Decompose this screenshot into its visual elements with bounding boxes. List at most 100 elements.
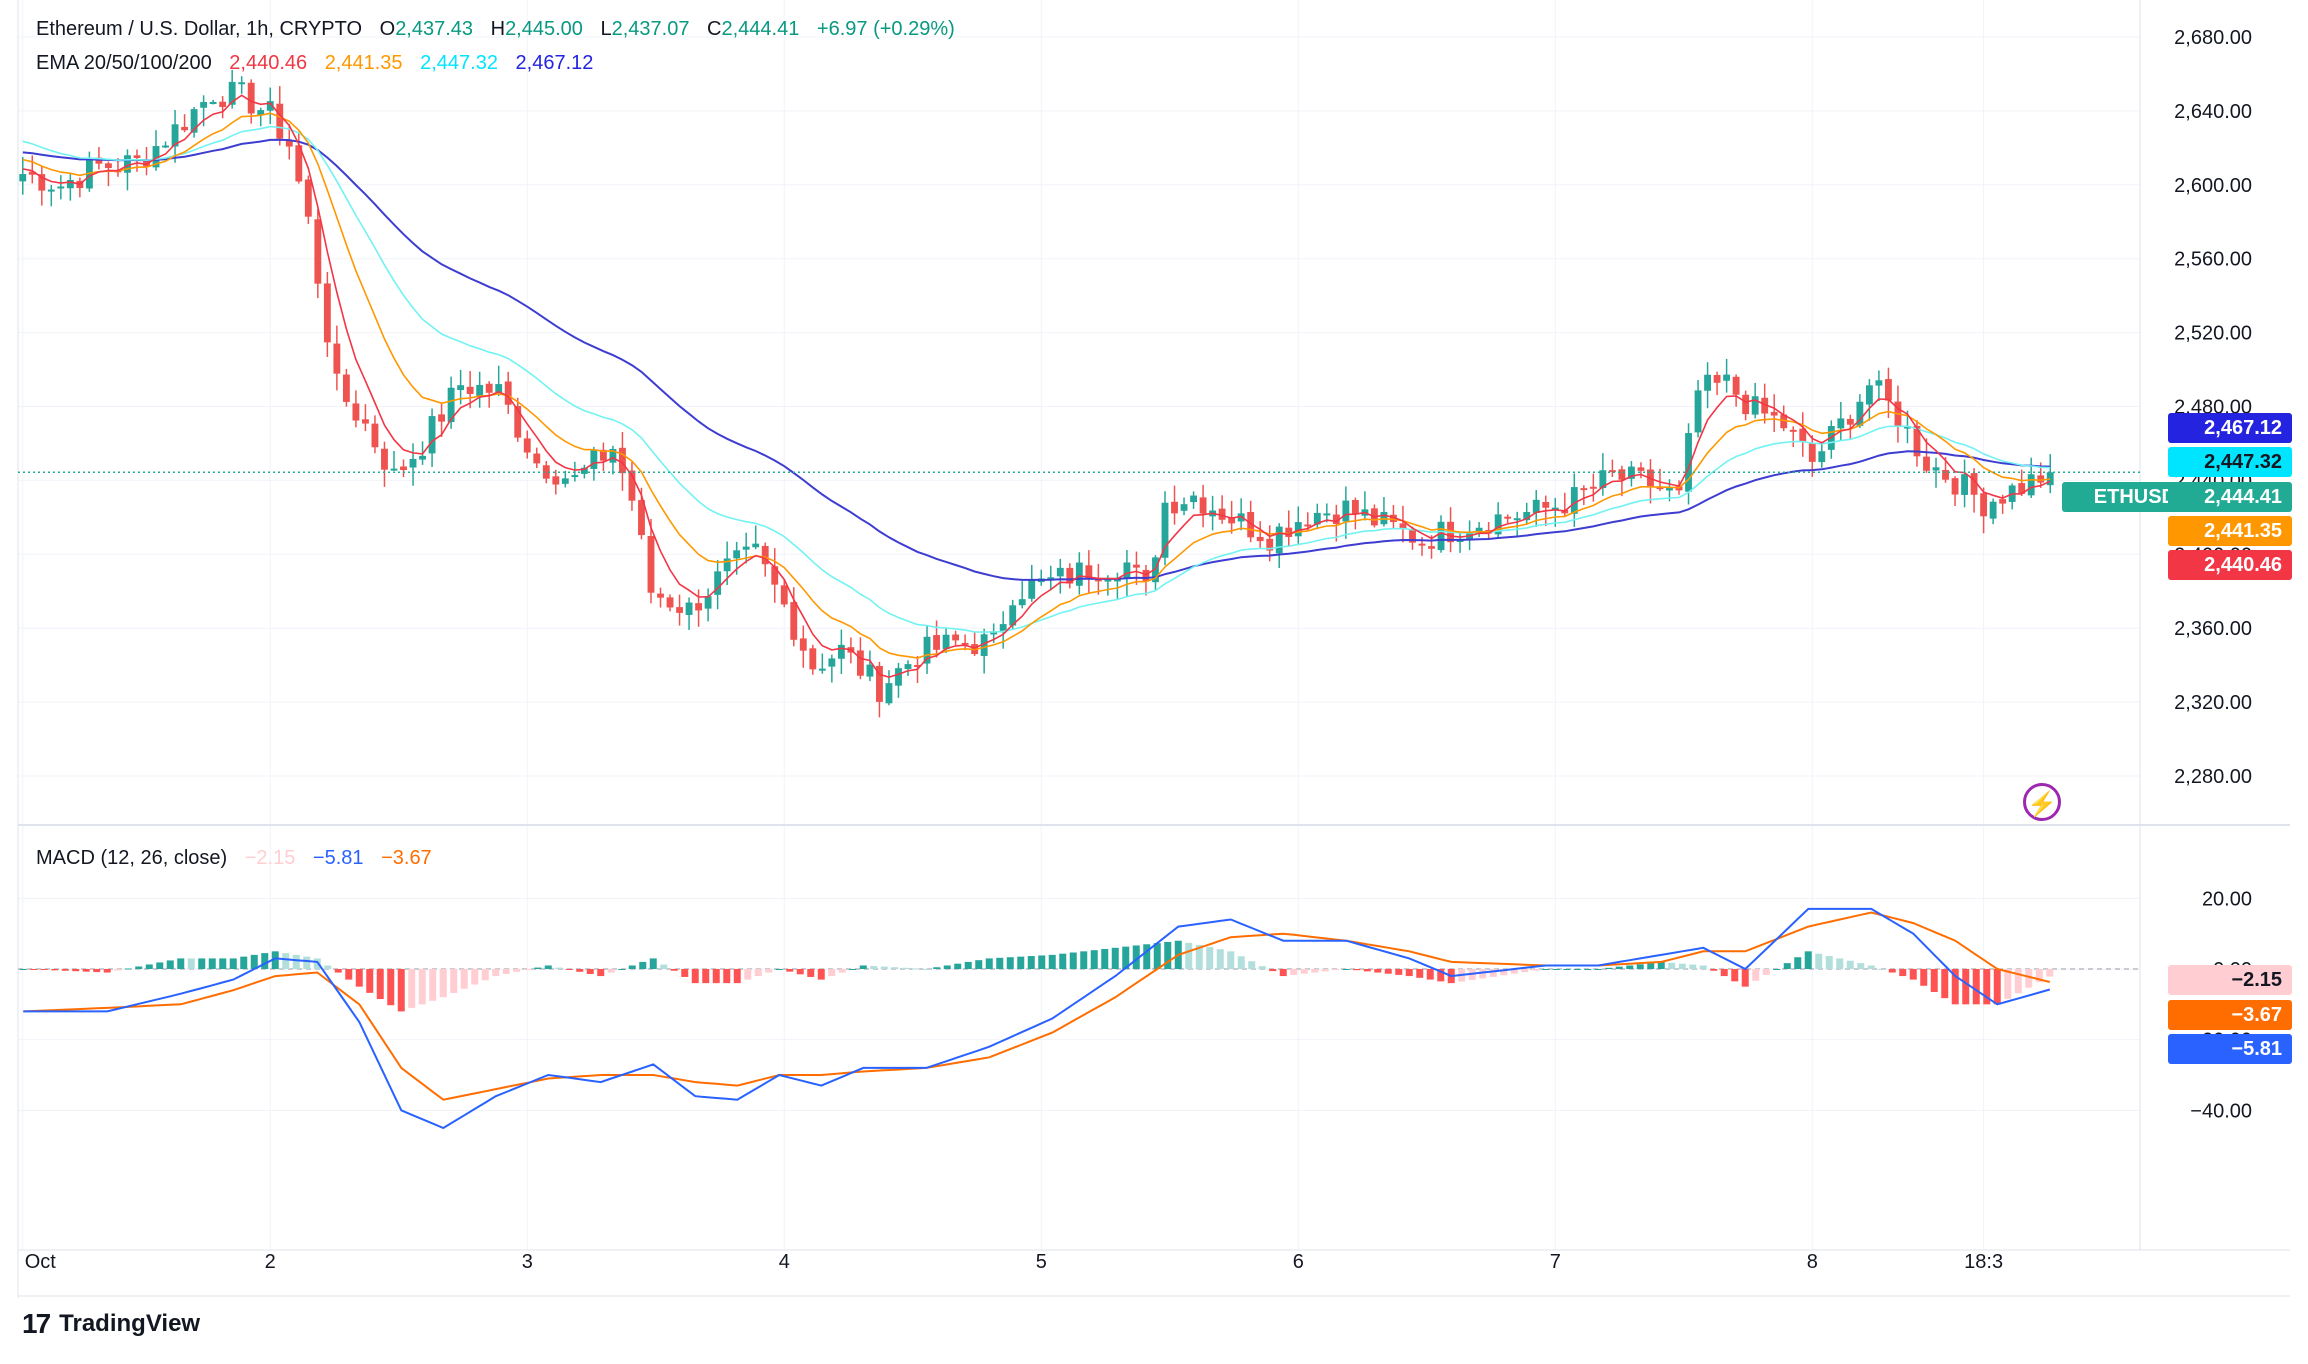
macd-histogram-bar: [1216, 949, 1224, 969]
candle-body: [885, 683, 893, 704]
candle-body: [619, 447, 626, 474]
macd-histogram-bar: [670, 969, 678, 971]
symbol-legend[interactable]: Ethereum / U.S. Dollar, 1h, CRYPTO O2,43…: [36, 18, 959, 41]
candle-body: [580, 467, 588, 474]
tradingview-logo[interactable]: 17 TradingView: [22, 1308, 200, 1340]
candle-body: [837, 644, 845, 659]
macd-histogram-bar: [376, 969, 384, 1000]
macd-histogram-bar: [40, 969, 48, 970]
macd-histogram-bar: [198, 958, 206, 969]
candle-body: [228, 81, 236, 105]
macd-histogram-bar: [544, 965, 552, 969]
candle-body: [504, 381, 512, 405]
candle-body: [1399, 523, 1407, 529]
macd-histogram-bar: [1027, 956, 1035, 969]
candle-body: [1856, 401, 1864, 426]
candle-body: [818, 668, 826, 671]
candle-body: [628, 470, 636, 501]
candle-body: [1418, 543, 1426, 546]
candle-body: [1770, 411, 1778, 416]
price-tick-label: 2,640.00: [2174, 101, 2252, 123]
macd-histogram-bar: [187, 958, 195, 969]
candle-body: [1028, 580, 1036, 599]
candle-body: [1313, 512, 1321, 525]
candle-body: [895, 668, 902, 686]
time-tick-label: 7: [1550, 1251, 1561, 1273]
candle-body: [1294, 522, 1302, 537]
candle-body: [438, 414, 446, 422]
candle-body: [57, 186, 65, 189]
macd-histogram-bar: [859, 965, 867, 969]
ethusd-label-badge: ETHUSD: [2062, 482, 2186, 512]
candle-body: [1656, 486, 1664, 490]
candle-body: [638, 500, 645, 536]
macd-histogram-bar: [733, 969, 741, 984]
macd-histogram-bar: [1521, 969, 1529, 973]
macd-histogram-bar: [933, 967, 941, 969]
macd-histogram-bar: [1237, 956, 1245, 969]
candle-body: [1789, 429, 1797, 432]
macd-histogram-bar: [691, 969, 699, 984]
macd-histogram-bar: [1930, 969, 1938, 992]
macd-signal-badge: −3.67: [2168, 1000, 2292, 1030]
candle-body: [1846, 418, 1854, 425]
macd-histogram-bar: [1909, 969, 1917, 980]
close-label: C: [707, 18, 722, 40]
macd-histogram-bar: [723, 969, 731, 984]
candle-body: [476, 384, 484, 397]
candle-body: [1428, 546, 1435, 549]
candle-body: [1961, 474, 1968, 495]
candle-body: [1884, 379, 1892, 401]
price-tick-label: 2,680.00: [2174, 27, 2252, 49]
macd-histogram-bar: [849, 969, 857, 970]
macd-histogram-bar: [471, 969, 479, 985]
time-tick-label: 4: [779, 1251, 790, 1273]
flash-icon[interactable]: ⚡: [2023, 783, 2061, 821]
time-axis[interactable]: Oct 2 3 4 5 6 7 8 18:3: [18, 1251, 2290, 1297]
ema100-line: [22, 125, 2051, 633]
macd-histogram-bar: [324, 965, 332, 969]
candle-body: [1323, 513, 1331, 516]
macd-histogram-bar: [912, 968, 920, 970]
candle-body: [609, 448, 617, 463]
macd-histogram-bar: [1426, 969, 1434, 980]
candle-body: [1009, 605, 1017, 626]
macd-histogram-bar: [985, 958, 993, 969]
candle-body: [1523, 512, 1531, 521]
candle-body: [238, 82, 246, 85]
candle-body: [685, 602, 693, 615]
price-axis[interactable]: 2,680.00 2,640.00 2,600.00 2,560.00 2,520.00…: [2174, 27, 2252, 788]
macd-histogram-bar: [1038, 955, 1046, 969]
candle-body: [447, 387, 455, 423]
macd-histogram-bar: [1342, 969, 1350, 970]
macd-histogram-bar: [1311, 969, 1319, 973]
candle-body: [590, 450, 598, 469]
macd-histogram-bar: [1437, 969, 1445, 982]
macd-histogram-bar: [439, 969, 447, 998]
macd-histogram-bar: [1090, 950, 1098, 969]
candle-body: [133, 155, 141, 158]
candle-body: [771, 566, 779, 585]
macd-histogram-bar: [387, 969, 395, 1006]
candle-body: [266, 101, 274, 111]
pane-separator[interactable]: [17, 0, 2290, 1298]
candle-body: [1951, 478, 1959, 495]
macd-histogram-bar: [2025, 969, 2033, 988]
candle-body: [657, 593, 664, 598]
candle-body: [19, 173, 27, 182]
candle-body: [1190, 495, 1197, 503]
macd-histogram-bar: [1720, 969, 1728, 977]
macd-histogram-bar: [712, 969, 720, 984]
time-tick-label: Oct: [25, 1251, 57, 1273]
tradingview-mark-icon: 17: [22, 1308, 51, 1339]
macd-histogram-bar: [156, 962, 164, 969]
ema-legend[interactable]: EMA 20/50/100/200 2,440.46 2,441.35 2,44…: [36, 52, 597, 75]
candle-body: [1627, 466, 1635, 479]
candle-body: [171, 124, 179, 147]
macd-legend[interactable]: MACD (12, 26, close) −2.15 −5.81 −3.67: [36, 847, 436, 870]
candle-body: [1113, 579, 1121, 582]
macd-histogram-bar: [1363, 969, 1371, 972]
macd-histogram-bar: [744, 969, 752, 980]
candle-body: [1075, 562, 1083, 586]
